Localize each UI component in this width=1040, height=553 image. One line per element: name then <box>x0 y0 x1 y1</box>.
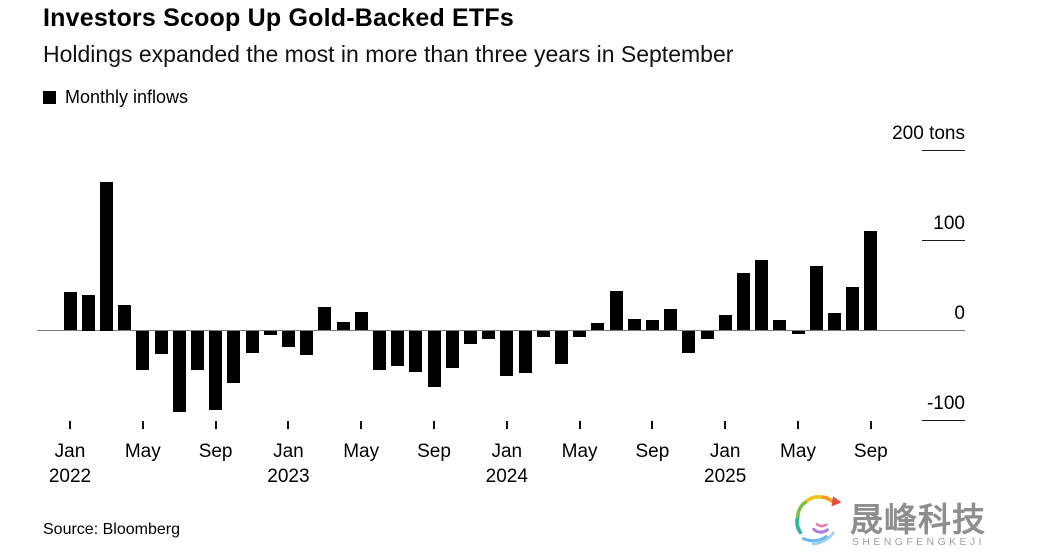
watermark-brand-en: SHENGFENGKEJI <box>852 536 985 548</box>
chart-legend: Monthly inflows <box>43 87 188 108</box>
x-axis-month-label: Sep <box>417 441 451 462</box>
bar-2025-04 <box>773 319 787 331</box>
bar-2025-07 <box>827 313 841 331</box>
x-axis-year-label: 2024 <box>485 466 528 487</box>
x-axis-tick <box>578 420 581 429</box>
bar-2025-05 <box>791 330 805 335</box>
bar-2023-05 <box>354 311 368 331</box>
bar-2024-02 <box>518 330 532 373</box>
x-axis-month-label: May <box>124 441 161 462</box>
bar-2025-08 <box>846 287 860 331</box>
bar-2022-04 <box>118 305 132 331</box>
watermark-brand-cn: 晟峰科技 <box>850 500 986 539</box>
bar-2023-12 <box>482 330 496 339</box>
x-axis-tick <box>69 420 71 429</box>
bar-2022-09 <box>209 330 223 410</box>
bar-2023-03 <box>318 307 332 331</box>
y-axis-tick <box>922 149 965 152</box>
bar-2025-02 <box>736 272 750 331</box>
bar-2022-06 <box>154 330 168 354</box>
x-axis-month-label: May <box>561 441 598 462</box>
bar-2025-01 <box>718 315 732 331</box>
chart-subtitle: Holdings expanded the most in more than … <box>43 41 734 67</box>
bar-2023-02 <box>300 330 314 355</box>
x-axis-tick <box>360 420 363 429</box>
x-axis-tick <box>651 420 654 429</box>
y-axis-tick <box>922 239 965 242</box>
bar-2022-02 <box>81 294 95 331</box>
x-axis-month-label: May <box>343 441 380 462</box>
bar-2025-03 <box>755 260 769 331</box>
bar-2023-11 <box>463 330 477 344</box>
bar-2022-01 <box>63 291 77 331</box>
bar-2022-07 <box>172 330 186 412</box>
bar-2024-01 <box>500 330 514 376</box>
y-axis-tick <box>922 419 965 422</box>
x-axis-tick <box>797 420 799 429</box>
y-axis-label: 100 <box>933 212 965 234</box>
bar-2024-08 <box>627 318 641 331</box>
watermark: 晟峰科技 SHENGFENGKEJI <box>790 485 1020 551</box>
bar-2022-03 <box>99 182 113 331</box>
bar-2024-05 <box>573 330 587 337</box>
legend-swatch-icon <box>43 91 56 104</box>
bar-2023-09 <box>427 330 441 388</box>
x-axis-month-label: May <box>780 441 816 462</box>
y-axis-label: 200 tons <box>892 122 965 144</box>
x-axis-month-label: Jan <box>491 441 523 462</box>
x-axis-year-label: 2023 <box>267 466 310 487</box>
source-note: Source: Bloomberg <box>43 521 180 538</box>
x-axis-tick <box>505 420 508 429</box>
x-axis-month-label: Sep <box>635 441 670 462</box>
bar-2024-03 <box>536 330 550 337</box>
x-axis-year-label: 2022 <box>48 466 92 487</box>
x-axis-month-label: Jan <box>709 441 741 462</box>
bar-2022-12 <box>263 330 277 335</box>
bar-2023-08 <box>409 330 423 372</box>
x-axis-month-label: Sep <box>853 441 888 462</box>
x-axis-tick <box>869 420 872 429</box>
bar-2024-10 <box>664 308 678 331</box>
bar-2022-08 <box>190 330 204 371</box>
bar-2022-10 <box>227 330 241 383</box>
bar-2023-10 <box>445 330 459 369</box>
bar-2024-11 <box>682 330 696 353</box>
page-title: Investors Scoop Up Gold-Backed ETFs <box>43 4 514 32</box>
bar-2022-05 <box>136 330 150 371</box>
y-axis-label: -100 <box>926 392 965 414</box>
x-axis-tick <box>141 420 144 429</box>
bar-2024-07 <box>609 290 623 331</box>
x-axis-tick <box>214 420 217 429</box>
shengfeng-logo-icon <box>795 495 842 546</box>
x-axis-tick <box>433 420 435 429</box>
bar-2024-04 <box>554 330 568 364</box>
x-axis-tick <box>287 420 290 429</box>
x-axis-year-label: 2025 <box>704 466 747 487</box>
bar-2024-09 <box>645 319 659 331</box>
bar-2023-06 <box>372 330 386 371</box>
legend-label: Monthly inflows <box>65 87 189 107</box>
bar-2022-11 <box>245 330 259 353</box>
bar-2025-09 <box>864 230 878 331</box>
x-axis-month-label: Jan <box>54 441 86 462</box>
x-axis-month-label: Jan <box>273 441 304 462</box>
bar-2025-06 <box>809 265 823 331</box>
x-axis-tick <box>724 420 727 429</box>
bar-2024-06 <box>591 323 605 331</box>
bar-2023-07 <box>391 330 405 366</box>
bar-2023-01 <box>281 330 295 347</box>
bar-2023-04 <box>336 322 350 331</box>
x-axis-month-label: Sep <box>198 441 233 462</box>
bar-2024-12 <box>700 330 714 339</box>
y-axis-label: 0 <box>954 302 965 324</box>
